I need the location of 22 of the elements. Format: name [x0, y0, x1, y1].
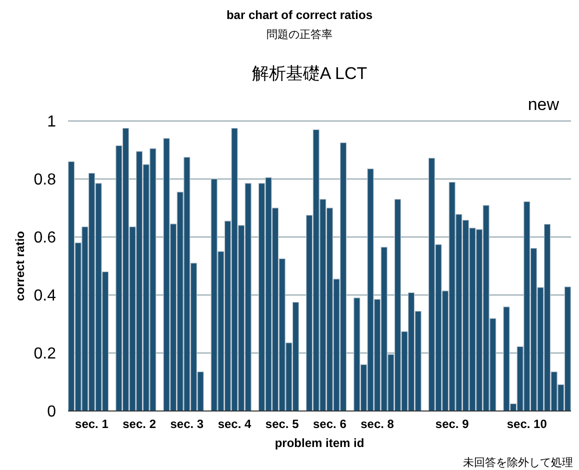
y-tick-label: 0.2 — [34, 346, 56, 363]
x-tick-label: sec. 3 — [170, 417, 204, 431]
text: 未回答を除外して処理 — [463, 456, 573, 469]
x-axis-title: problem item id — [274, 436, 364, 450]
x-tick-label: sec. 4 — [218, 417, 252, 431]
x-tick-label: sec. 6 — [313, 417, 347, 431]
y-tick-label: 1 — [47, 114, 56, 131]
x-tick-label: sec. 5 — [265, 417, 300, 431]
y-tick-label: 0.6 — [34, 230, 56, 247]
x-tick-label: sec. 1 — [75, 417, 109, 431]
y-tick-label: 0.8 — [34, 172, 56, 189]
chart-title: bar chart of correct ratios — [226, 8, 373, 22]
y-axis-title: correct ratio — [13, 230, 27, 302]
text: new — [528, 95, 560, 114]
y-tick-label: 0.4 — [34, 288, 56, 305]
x-tick-label: sec. 9 — [435, 417, 470, 431]
x-tick-label: sec. 2 — [122, 417, 156, 431]
chart-subtitle: 問題の正答率 — [266, 28, 332, 41]
x-tick-label: sec. 8 — [360, 417, 394, 431]
x-tick-label: sec. 10 — [506, 417, 548, 431]
text: 解析基礎A LCT — [252, 64, 368, 83]
y-tick-label: 0 — [47, 404, 56, 421]
